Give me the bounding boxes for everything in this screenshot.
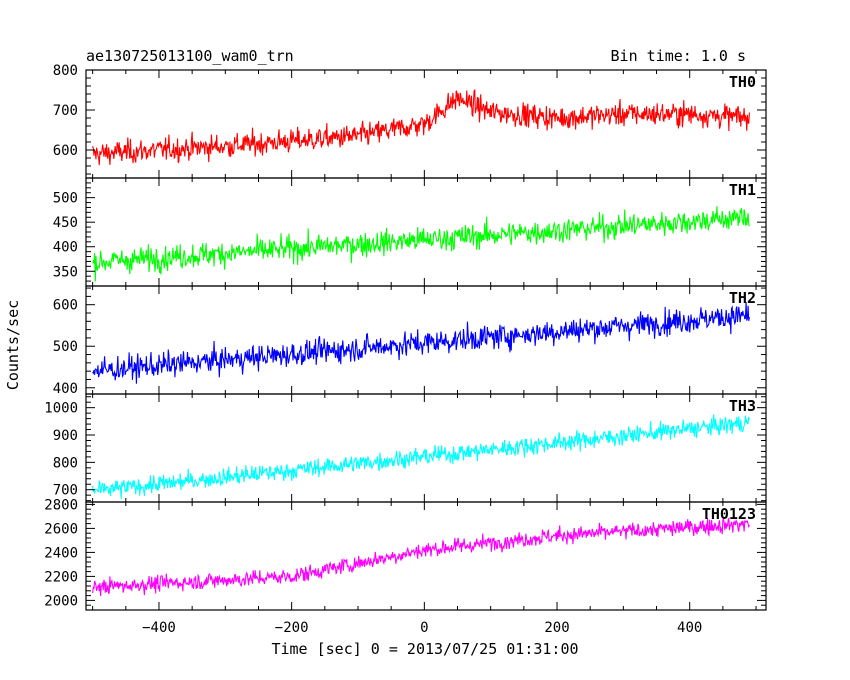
- y-tick-label: 700: [53, 483, 78, 499]
- y-tick-label: 450: [53, 215, 78, 231]
- y-tick-label: 800: [53, 455, 78, 471]
- x-axis-label: Time [sec] 0 = 2013/07/25 01:31:00: [271, 640, 578, 658]
- x-tick-label: 0: [420, 620, 428, 636]
- y-tick-label: 400: [53, 381, 78, 397]
- panel-th0123: 2000 2200 2400 2600 2800 TH0123: [44, 497, 767, 611]
- y-tick-label: 600: [53, 298, 78, 314]
- y-tick-label: 900: [53, 428, 78, 444]
- x-tick-label: 200: [544, 620, 569, 636]
- y-tick-label: 500: [53, 191, 78, 207]
- y-tick-label: 350: [53, 264, 78, 280]
- x-tick-label: −200: [275, 620, 309, 636]
- y-tick-label: 800: [53, 63, 78, 79]
- panel-label-th2: TH2: [729, 289, 756, 307]
- series-line-th3: [92, 414, 750, 499]
- series-line-th0123: [92, 516, 750, 597]
- panel-label-th0: TH0: [729, 73, 756, 91]
- panel-frame: [85, 393, 767, 503]
- y-tick-label: 700: [53, 103, 78, 119]
- panel-label-th0123: TH0123: [702, 505, 756, 523]
- y-axis-label: Counts/sec: [4, 300, 22, 390]
- panel-th3: 700 800 900 1000 TH3: [44, 393, 767, 503]
- y-tick-label: 2000: [44, 593, 78, 609]
- series-line-th2: [92, 301, 750, 384]
- chart-title: ae130725013100_wam0_trn: [86, 47, 294, 65]
- panel-th2: 400 500 600 TH2: [53, 285, 767, 397]
- panel-frame: [85, 69, 767, 179]
- y-tick-label: 2600: [44, 521, 78, 537]
- y-tick-label: 2800: [44, 497, 78, 513]
- y-tick-label: 600: [53, 143, 78, 159]
- chart-panels: 600 700 800 TH0 350 400 450 500 TH1 400 500 600 TH2 7…: [44, 63, 767, 636]
- y-tick-label: 500: [53, 339, 78, 355]
- panel-th1: 350 400 450 500 TH1: [53, 177, 767, 287]
- x-tick-label: 400: [677, 620, 702, 636]
- panel-label-th1: TH1: [729, 181, 756, 199]
- x-tick-label: −400: [142, 620, 176, 636]
- chart-subtitle: Bin time: 1.0 s: [611, 47, 746, 65]
- y-tick-label: 2200: [44, 569, 78, 585]
- panel-th0: 600 700 800 TH0: [53, 63, 767, 179]
- y-tick-label: 1000: [44, 401, 78, 417]
- panel-frame: [85, 501, 767, 611]
- series-line-th0: [92, 88, 750, 166]
- y-tick-label: 400: [53, 240, 78, 256]
- y-tick-label: 2400: [44, 545, 78, 561]
- panel-label-th3: TH3: [729, 397, 756, 415]
- series-line-th1: [92, 206, 750, 282]
